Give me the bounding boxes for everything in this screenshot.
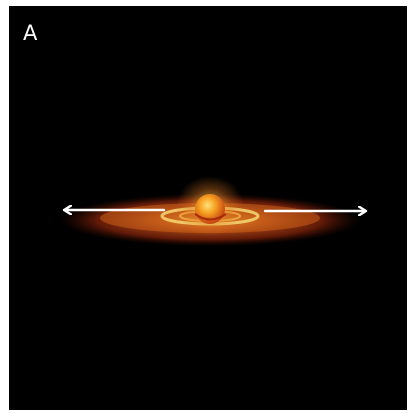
image-panel: A [9, 6, 407, 410]
central-star [195, 194, 225, 224]
panel-label: A [23, 21, 38, 45]
star-foreground-ring [194, 213, 227, 221]
accretion-disk-illustration [60, 176, 407, 246]
